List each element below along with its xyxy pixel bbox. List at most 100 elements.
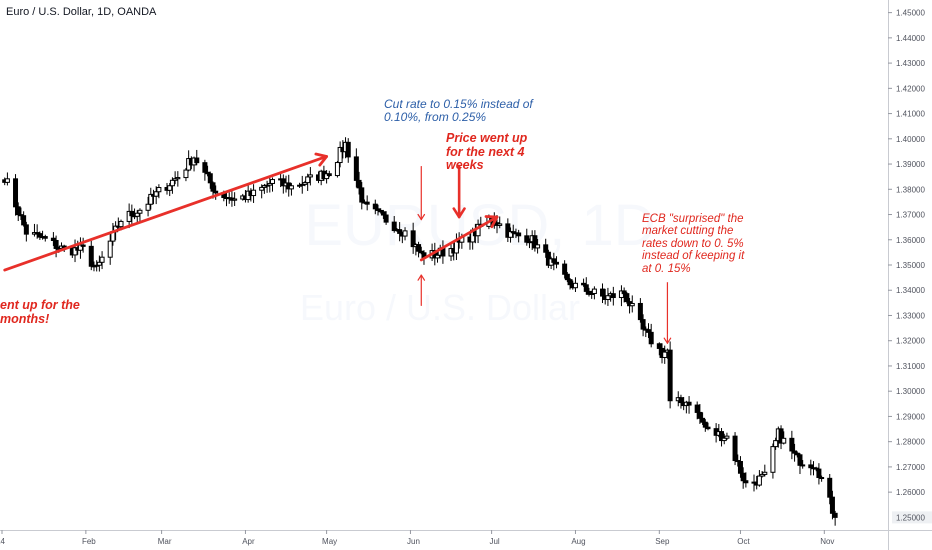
candle	[169, 177, 175, 194]
candle-body-down	[686, 401, 692, 406]
candle	[345, 138, 351, 163]
candle	[21, 211, 27, 227]
candle-body-up	[169, 179, 175, 187]
candle	[591, 286, 597, 300]
candle-body-down	[667, 349, 673, 402]
candle	[94, 260, 100, 272]
candle-body-down	[621, 290, 627, 295]
candle	[416, 241, 422, 258]
price-axis[interactable]: 1.45000 1.44000 1.43000 1.42000 1.41000 1.400…	[888, 0, 932, 550]
candle-body-down	[53, 239, 59, 249]
candle	[832, 510, 838, 526]
candle-body-up	[118, 220, 124, 228]
candle	[572, 277, 578, 293]
candle	[724, 432, 730, 440]
candle	[532, 230, 538, 252]
candle-body-up	[145, 203, 151, 211]
symbol-watermark: EURUSD, 1D Euro / U.S. Dollar	[300, 193, 656, 328]
candle-body-up	[508, 231, 514, 238]
candle-body-up	[324, 173, 330, 180]
candle	[153, 186, 159, 205]
candle-body-up	[99, 256, 105, 263]
candle	[42, 234, 48, 242]
candle	[662, 345, 668, 364]
candle	[686, 396, 692, 414]
candle	[564, 272, 570, 283]
candle	[694, 401, 700, 420]
candle	[96, 255, 102, 272]
candle-body-down	[418, 250, 424, 254]
candle	[816, 463, 822, 485]
candle-body-down	[645, 329, 651, 333]
candle	[183, 167, 189, 182]
candle	[326, 170, 332, 178]
candle-body-down	[648, 331, 654, 345]
candle-body-up	[334, 162, 340, 177]
candle	[391, 216, 397, 233]
candle	[205, 165, 211, 177]
price-tick-label: 1.32000	[896, 337, 925, 346]
candle-body-down	[383, 214, 389, 223]
candle-body-down	[510, 231, 516, 234]
candle	[23, 221, 29, 242]
candle	[353, 148, 359, 188]
candle	[829, 490, 835, 520]
candle-body-down	[624, 293, 630, 303]
candle-body-up	[259, 186, 265, 191]
candle	[551, 252, 557, 271]
candle-body-down	[678, 397, 684, 404]
candle-body-up	[337, 146, 343, 164]
candle	[808, 459, 814, 476]
candle-body-down	[34, 232, 40, 235]
candle-body-down	[656, 343, 662, 349]
candle-body-up	[270, 179, 275, 184]
price-tick-label: 1.45000	[896, 9, 925, 18]
date-tick-label: Mar	[158, 537, 172, 546]
candle	[364, 195, 370, 211]
candle	[678, 394, 684, 409]
candle	[18, 207, 24, 220]
candle-body-down	[832, 512, 838, 518]
candle-body-down	[353, 156, 359, 181]
candle-body-up	[251, 189, 257, 197]
date-tick-label: May	[322, 537, 337, 546]
candle	[145, 196, 151, 217]
candle-body-down	[129, 210, 135, 217]
candle-body-down	[364, 201, 370, 205]
candle	[172, 171, 178, 185]
candle-body-down	[50, 237, 56, 241]
chart-title: Euro / U.S. Dollar, 1D, OANDA	[6, 6, 157, 18]
candle	[251, 184, 257, 203]
candle	[770, 443, 776, 479]
candle-body-down	[778, 428, 784, 444]
last-price-tag	[892, 511, 932, 524]
candle	[586, 287, 592, 297]
candle	[288, 183, 294, 196]
price-axis-bg	[888, 0, 932, 550]
candle	[797, 453, 803, 475]
candle-body-down	[702, 421, 708, 428]
candle-body-down	[524, 235, 530, 243]
candle-body-up	[77, 244, 83, 251]
candle-body-down	[792, 450, 798, 454]
candle	[600, 283, 606, 304]
candle-body-down	[356, 179, 362, 189]
candle	[516, 229, 522, 243]
candle	[743, 472, 749, 488]
arrow-down-bold-head	[452, 207, 466, 219]
candle-body-down	[42, 236, 48, 239]
candle-body-down	[410, 230, 416, 248]
annotation-price-up-4-weeks: Price went up for the next 4 weeks	[446, 131, 528, 172]
candle-body-down	[789, 437, 795, 452]
candle	[510, 224, 516, 238]
candle	[380, 209, 386, 219]
candle	[778, 425, 784, 450]
candle-body-up	[96, 261, 102, 266]
candle-body-up	[402, 230, 408, 237]
drawings-layer	[3, 152, 672, 344]
annotation-cut-rate: Cut rate to 0.15% instead of 0.10%, from…	[384, 97, 533, 124]
date-axis[interactable]: 2014 Feb Mar Apr May Jun Jul Aug Sep Oct Nov	[0, 530, 932, 550]
candle	[637, 298, 643, 323]
